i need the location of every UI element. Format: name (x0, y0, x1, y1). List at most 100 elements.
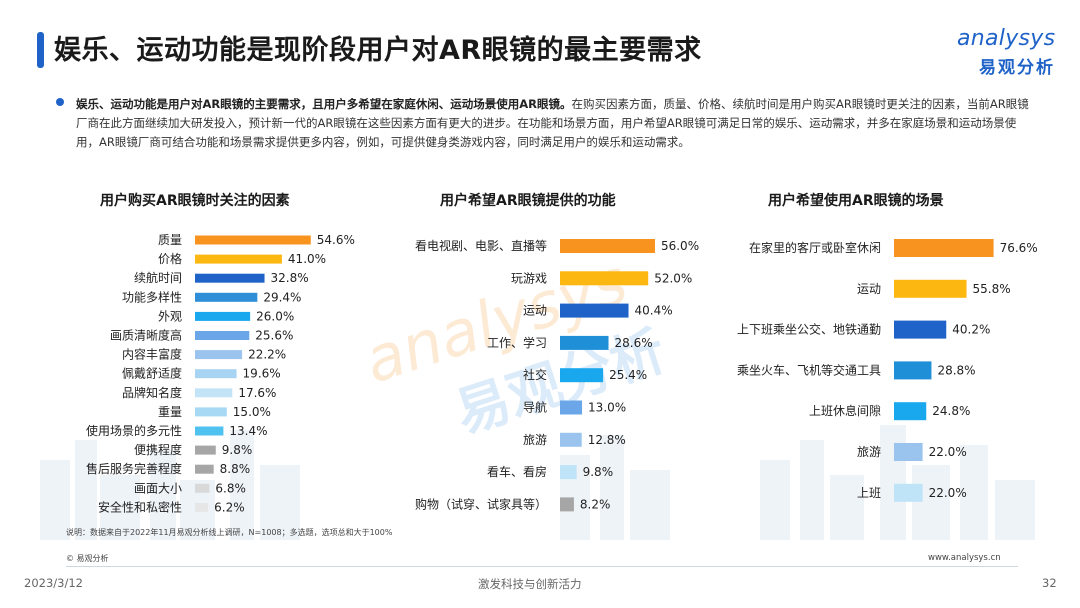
chart-usage-scenarios: 在家里的客厅或卧室休闲 76.6% 运动 55.8% 上下班乘坐公交、地铁通勤 40.2%… (737, 239, 1038, 502)
bar (560, 465, 577, 480)
bar-group: 内容丰富度 22.2% (122, 347, 286, 362)
category-label: 看电视剧、电影、直播等 (415, 238, 547, 253)
bar (195, 254, 282, 264)
category-label: 价格 (158, 251, 182, 266)
category-label: 运动 (857, 282, 881, 296)
category-label: 内容丰富度 (122, 347, 182, 362)
value-label: 25.4% (609, 368, 647, 382)
bar (560, 335, 609, 350)
value-label: 19.6% (243, 367, 281, 381)
bar-group: 看车、看房 9.8% (487, 464, 613, 480)
bar (195, 235, 311, 245)
category-label: 重量 (158, 405, 182, 419)
bar-group: 社交 25.4% (523, 367, 647, 383)
value-label: 8.8% (220, 462, 251, 476)
logo-text: analysys (957, 26, 1056, 51)
category-label: 使用场景的多元性 (86, 423, 182, 438)
category-label: 玩游戏 (511, 271, 547, 285)
bar-group: 导航 13.0% (523, 400, 626, 415)
chart1-title: 用户购买AR眼镜时关注的因素 (100, 193, 290, 209)
bar-group: 画质清晰度高 25.6% (110, 328, 293, 343)
value-label: 28.8% (937, 363, 975, 377)
bar-group: 价格 41.0% (158, 251, 326, 266)
value-label: 13.4% (229, 424, 267, 438)
bar (195, 464, 214, 474)
value-label: 25.6% (255, 329, 293, 343)
value-label: 9.8% (222, 443, 253, 457)
category-label: 质量 (158, 233, 182, 247)
bar-group: 重量 15.0% (158, 405, 271, 419)
bar (195, 426, 224, 436)
website-link[interactable]: www.analysys.cn (928, 553, 1001, 563)
category-label: 外观 (158, 309, 182, 323)
analysys-logo: analysys 易观分析 (957, 26, 1062, 78)
bar (560, 368, 604, 383)
bar (560, 271, 649, 286)
page-title: 娱乐、运动功能是现阶段用户对AR眼镜的最主要需求 (54, 35, 702, 66)
value-label: 52.0% (654, 271, 692, 285)
bar (195, 388, 233, 398)
bar-group: 购物（试穿、试家具等） 8.2% (415, 496, 610, 512)
category-label: 运动 (523, 304, 547, 318)
category-label: 上班 (857, 486, 881, 500)
summary-text: 娱乐、运动功能是用户对AR眼镜的主要需求，且用户多希望在家庭休闲、运动场景使用A… (76, 95, 1031, 152)
bar-group: 旅游 22.0% (857, 443, 967, 461)
footer-slogan: 激发科技与创新活力 (478, 577, 582, 591)
category-label: 便携程度 (134, 442, 182, 457)
bar-group: 售后服务完善程度 8.8% (86, 461, 250, 476)
value-label: 12.8% (588, 433, 626, 447)
footnote: 说明：数据来自于2022年11月易观分析线上调研，N=1008；多选题，选项总和… (66, 528, 393, 537)
bar (195, 292, 258, 302)
category-label: 乘坐火车、飞机等交通工具 (737, 362, 881, 377)
category-label: 画面大小 (134, 481, 182, 495)
bar-group: 品牌知名度 17.6% (122, 385, 276, 400)
logo-cn: 易观分析 (979, 58, 1055, 78)
category-label: 旅游 (857, 445, 881, 459)
value-label: 40.2% (952, 323, 990, 337)
bar-group: 画面大小 6.8% (134, 481, 246, 495)
copyright: © 易观分析 (66, 554, 109, 563)
category-label: 佩戴舒适度 (122, 366, 182, 381)
chart-desired-functions: 看电视剧、电影、直播等 56.0% 玩游戏 52.0% 运动 40.4% 工作、学习 28.6… (415, 238, 699, 512)
category-label: 导航 (523, 400, 547, 415)
bar (894, 443, 923, 461)
bar-group: 玩游戏 52.0% (511, 271, 692, 286)
value-label: 6.2% (214, 500, 245, 514)
category-label: 画质清晰度高 (110, 328, 182, 343)
category-label: 安全性和私密性 (98, 499, 182, 514)
value-label: 13.0% (588, 401, 626, 415)
bar (560, 239, 655, 253)
bar-group: 使用场景的多元性 13.4% (86, 423, 268, 438)
bar-group: 在家里的客厅或卧室休闲 76.6% (749, 239, 1038, 257)
bar (560, 400, 583, 415)
report-date: 2023/3/12 (24, 576, 83, 590)
value-label: 28.6% (615, 336, 653, 350)
chart-purchase-factors: 质量 54.6% 价格 41.0% 续航时间 32.8% 功能多样性 29.4% 外观 26.0%… (86, 233, 355, 514)
value-label: 22.2% (248, 348, 286, 362)
bar (560, 432, 582, 447)
bar-group: 续航时间 32.8% (134, 270, 309, 285)
chart3-title: 用户希望使用AR眼镜的场景 (768, 193, 944, 209)
bar-group: 便携程度 9.8% (134, 442, 252, 457)
summary-body: 在购买因素方面，质量、价格、续航时间是用户购买AR眼镜时更关注的因素，当前AR眼… (76, 97, 1029, 149)
category-label: 购物（试穿、试家具等） (415, 496, 547, 511)
category-label: 工作、学习 (487, 335, 547, 350)
bar-group: 运动 55.8% (857, 279, 1011, 298)
bar-group: 安全性和私密性 6.2% (98, 499, 245, 514)
page-number: 32 (1042, 576, 1057, 590)
value-label: 6.8% (215, 481, 246, 495)
category-label: 看车、看房 (487, 464, 547, 479)
bar (560, 303, 629, 318)
bar-group: 运动 40.4% (523, 303, 673, 318)
bar (195, 483, 210, 493)
bar-group: 上下班乘坐公交、地铁通勤 40.2% (737, 320, 990, 339)
bar (894, 483, 923, 502)
bar-group: 上班 22.0% (857, 483, 967, 502)
bar-group: 旅游 12.8% (523, 432, 626, 447)
category-label: 旅游 (523, 433, 547, 447)
value-label: 32.8% (271, 271, 309, 285)
title-accent-bar (37, 32, 44, 68)
bullet-icon (56, 98, 64, 106)
bar (560, 497, 574, 512)
value-label: 15.0% (233, 405, 271, 419)
